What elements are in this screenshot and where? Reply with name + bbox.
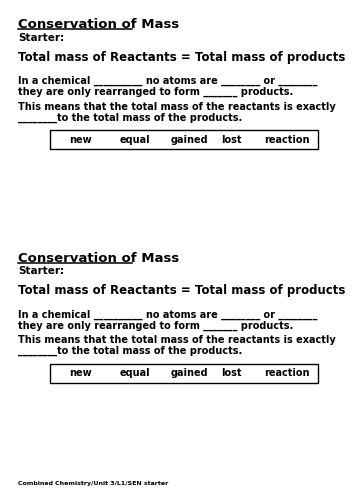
- Text: new: new: [69, 368, 91, 378]
- Text: gained: gained: [170, 368, 208, 378]
- Text: reaction: reaction: [264, 368, 310, 378]
- Text: This means that the total mass of the reactants is exactly: This means that the total mass of the re…: [18, 336, 336, 345]
- Text: new: new: [69, 134, 91, 144]
- Text: Starter:: Starter:: [18, 32, 65, 42]
- Text: gained: gained: [170, 134, 208, 144]
- Text: lost: lost: [222, 134, 242, 144]
- Text: Combined Chemistry/Unit 3/L1/SEN starter: Combined Chemistry/Unit 3/L1/SEN starter: [18, 481, 169, 486]
- Text: lost: lost: [222, 368, 242, 378]
- Text: ________to the total mass of the products.: ________to the total mass of the product…: [18, 346, 243, 356]
- Text: reaction: reaction: [264, 134, 310, 144]
- Text: Conservation of Mass: Conservation of Mass: [18, 18, 180, 31]
- Text: Total mass of Reactants = Total mass of products: Total mass of Reactants = Total mass of …: [18, 284, 346, 297]
- Text: Total mass of Reactants = Total mass of products: Total mass of Reactants = Total mass of …: [18, 50, 346, 64]
- Text: equal: equal: [120, 368, 150, 378]
- Text: In a chemical __________ no atoms are ________ or ________: In a chemical __________ no atoms are __…: [18, 310, 318, 320]
- Text: Starter:: Starter:: [18, 266, 65, 276]
- Text: This means that the total mass of the reactants is exactly: This means that the total mass of the re…: [18, 102, 336, 112]
- Text: ________to the total mass of the products.: ________to the total mass of the product…: [18, 112, 243, 123]
- Text: equal: equal: [120, 134, 150, 144]
- Text: they are only rearranged to form _______ products.: they are only rearranged to form _______…: [18, 87, 294, 98]
- Text: In a chemical __________ no atoms are ________ or ________: In a chemical __________ no atoms are __…: [18, 76, 318, 86]
- Text: they are only rearranged to form _______ products.: they are only rearranged to form _______…: [18, 320, 294, 331]
- Text: Conservation of Mass: Conservation of Mass: [18, 252, 180, 264]
